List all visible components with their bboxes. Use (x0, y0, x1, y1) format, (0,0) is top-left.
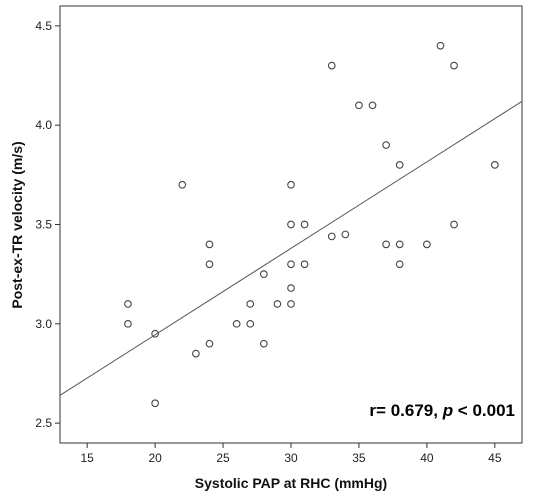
data-point (395, 161, 404, 169)
data-point (300, 220, 309, 229)
data-point (151, 329, 159, 338)
data-point (205, 339, 214, 348)
data-point (327, 232, 336, 241)
data-point (450, 61, 458, 70)
data-point (395, 240, 404, 249)
data-point (300, 260, 309, 269)
y-tick-label: 4.0 (35, 118, 52, 132)
regression-line (59, 100, 523, 396)
y-axis: 2.5 3.0 3.5 4.0 4.5 (35, 19, 60, 430)
x-axis-title: Systolic PAP at RHC (mmHg) (195, 475, 387, 491)
y-tick-label: 3.5 (35, 218, 52, 232)
x-tick-label: 20 (148, 451, 162, 465)
data-point (205, 260, 214, 269)
data-point (205, 240, 214, 249)
data-point (368, 101, 377, 110)
correlation-annotation: r= 0.679, p < 0.001 (369, 401, 515, 420)
data-point (259, 339, 268, 348)
data-point (151, 399, 159, 408)
x-tick-label: 40 (420, 451, 434, 465)
y-tick-label: 2.5 (35, 416, 52, 430)
data-point (382, 141, 390, 149)
data-point (287, 220, 295, 229)
data-point (192, 349, 200, 358)
data-point (178, 180, 187, 189)
data-point (124, 300, 132, 308)
data-points (124, 41, 499, 408)
data-point (341, 230, 350, 239)
plot-area (59, 5, 523, 444)
data-point (287, 180, 295, 189)
data-point (246, 319, 255, 328)
data-point (232, 319, 241, 328)
data-point (287, 300, 295, 308)
data-point (287, 260, 295, 269)
x-tick-label: 25 (216, 451, 230, 465)
x-tick-label: 45 (488, 451, 502, 465)
x-tick-label: 30 (284, 451, 298, 465)
x-tick-label: 15 (80, 451, 94, 465)
data-point (436, 41, 445, 50)
data-point (450, 220, 458, 229)
x-tick-label: 35 (352, 451, 366, 465)
data-point (273, 300, 282, 308)
data-point (490, 161, 499, 169)
y-axis-title: Post-ex-TR velocity (m/s) (9, 141, 25, 308)
data-point (423, 240, 431, 249)
data-point (287, 284, 295, 292)
data-point (259, 270, 268, 279)
data-point (124, 319, 132, 328)
y-tick-label: 3.0 (35, 317, 52, 331)
data-point (395, 260, 404, 269)
data-point (327, 61, 336, 70)
data-point (355, 101, 363, 110)
y-tick-label: 4.5 (35, 19, 52, 33)
x-axis: 15 20 25 30 35 40 45 (80, 443, 502, 465)
data-point (246, 300, 255, 308)
data-point (382, 240, 390, 249)
